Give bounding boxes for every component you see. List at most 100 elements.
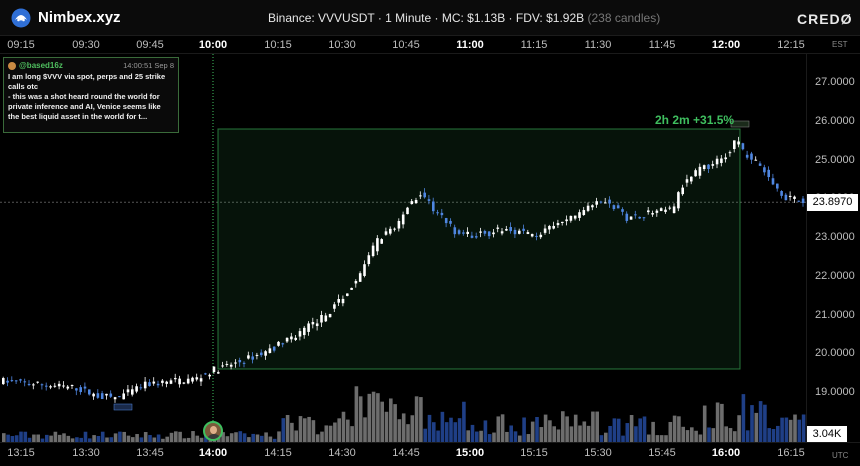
- candle: [217, 372, 220, 374]
- volume-bar: [406, 424, 410, 442]
- volume-bar: [397, 419, 402, 442]
- volume-bar: [728, 428, 733, 442]
- volume-bar: [771, 429, 776, 442]
- candle: [23, 381, 27, 383]
- volume-bar: [621, 435, 625, 442]
- volume-bar: [221, 432, 225, 442]
- volume-bar: [380, 401, 384, 442]
- candle: [638, 216, 641, 219]
- top-timezone-label: EST: [832, 40, 848, 49]
- candle: [341, 298, 345, 304]
- candle: [543, 228, 547, 233]
- candle: [436, 212, 439, 214]
- candle: [234, 362, 237, 364]
- candle: [75, 388, 78, 391]
- top-axis-tick-12-15: 12:15: [777, 39, 805, 51]
- candle: [539, 234, 543, 238]
- volume-bar: [475, 431, 479, 442]
- tweet-marker-avatar[interactable]: [203, 421, 223, 441]
- candle: [724, 157, 727, 160]
- volume-bar: [268, 436, 273, 442]
- bottom-axis-tick-15-30: 15:30: [584, 447, 612, 459]
- price-chart[interactable]: [0, 54, 806, 442]
- volume-bar: [122, 431, 126, 442]
- app-title[interactable]: Nimbex.xyz: [38, 9, 121, 26]
- volume-bar: [92, 435, 96, 442]
- volume-bar: [629, 415, 634, 442]
- volume-bar: [389, 398, 393, 442]
- candle: [191, 377, 194, 382]
- volume-bar: [466, 430, 470, 442]
- volume-bar: [776, 425, 780, 442]
- volume-bar: [10, 436, 15, 442]
- candle: [526, 232, 530, 235]
- candle: [45, 385, 48, 387]
- candle: [479, 231, 482, 233]
- tweet-card[interactable]: @based16z 14:00:51 Sep 8 I am long $VVV …: [3, 57, 179, 133]
- candle: [70, 385, 74, 387]
- candle: [247, 355, 250, 359]
- candle: [311, 322, 315, 325]
- candle: [195, 377, 199, 380]
- volume-bar: [165, 436, 169, 442]
- candle: [238, 359, 242, 363]
- volume-bar: [595, 411, 599, 442]
- volume-bar: [797, 419, 802, 442]
- candle: [548, 226, 551, 230]
- volume-bar: [449, 417, 453, 442]
- chart-title: Binance: VVVUSDT · 1 Minute · MC: $1.13B…: [268, 11, 660, 25]
- volume-bar: [315, 434, 320, 442]
- candle: [677, 192, 680, 209]
- candle: [53, 385, 57, 387]
- bottom-time-axis: UTC 13:15 13:30 13:45 14:00 14:15 14:30 14:45 1…: [0, 442, 860, 466]
- nimbex-logo-icon[interactable]: [11, 8, 31, 28]
- candle: [242, 362, 246, 364]
- candle: [92, 393, 95, 397]
- candle: [354, 281, 358, 284]
- candle: [797, 200, 801, 202]
- volume-bar: [346, 419, 350, 442]
- volume-bar: [591, 411, 595, 442]
- candle: [178, 378, 181, 385]
- candle: [556, 223, 560, 226]
- candle: [466, 231, 469, 235]
- candle: [79, 387, 82, 393]
- candle: [763, 167, 766, 173]
- candle: [156, 383, 160, 386]
- volume-bar: [255, 434, 260, 442]
- candle: [298, 331, 302, 337]
- candle: [40, 384, 44, 386]
- candle: [758, 163, 762, 166]
- candle: [290, 336, 293, 340]
- range-measure-box[interactable]: [217, 128, 741, 370]
- candle: [131, 389, 134, 395]
- current-price-label: 23.8970: [807, 194, 858, 211]
- volume-bar: [143, 432, 148, 442]
- candle: [333, 304, 336, 309]
- brand-logo[interactable]: CREDØ: [797, 11, 853, 27]
- candle: [754, 159, 758, 161]
- volume-bar: [487, 434, 492, 442]
- volume-bar: [496, 416, 501, 442]
- candle: [612, 205, 616, 210]
- volume-bar: [53, 431, 58, 442]
- candle: [500, 231, 504, 234]
- candle: [384, 231, 388, 235]
- candle: [496, 227, 500, 229]
- volume-bar: [685, 430, 690, 442]
- volume-bar: [655, 435, 660, 442]
- volume-bar: [698, 434, 703, 442]
- volume-bar: [229, 433, 234, 442]
- tweet-handle[interactable]: @based16z: [19, 61, 63, 70]
- top-axis-tick-10-30: 10:30: [328, 39, 356, 51]
- candle: [616, 205, 620, 209]
- volume-bar: [707, 427, 711, 442]
- candle: [139, 387, 143, 389]
- candle: [161, 380, 164, 383]
- volume-bar: [419, 397, 423, 442]
- candle: [315, 323, 319, 327]
- candle: [174, 378, 177, 380]
- candle: [535, 235, 538, 237]
- candle: [655, 210, 659, 213]
- bottom-axis-tick-15-00: 15:00: [455, 447, 485, 459]
